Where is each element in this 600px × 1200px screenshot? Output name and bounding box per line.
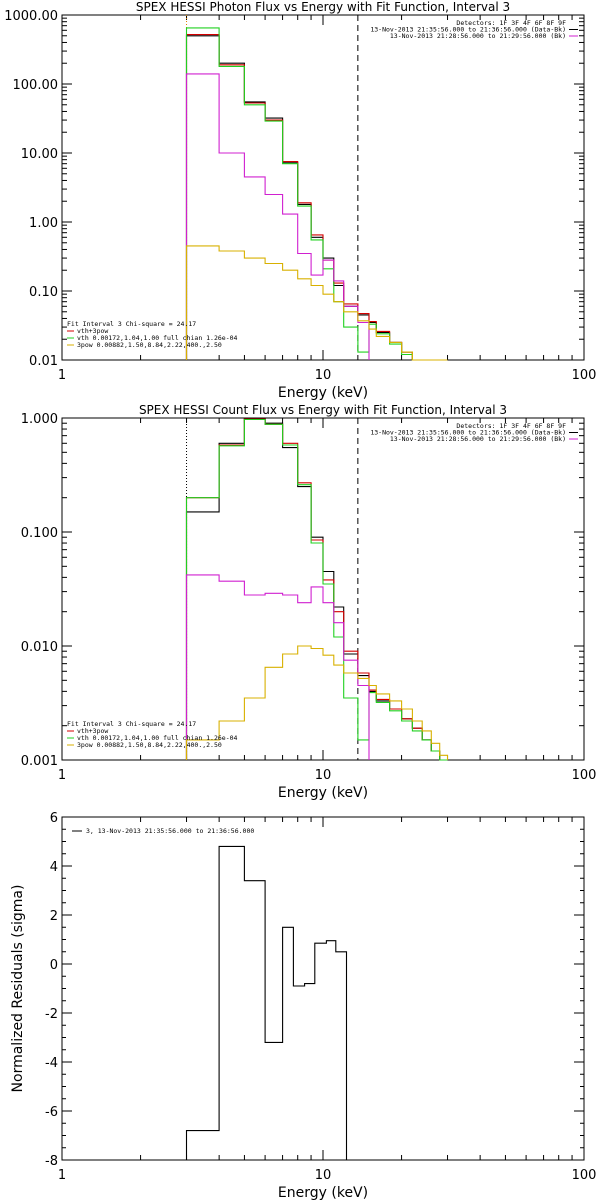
plot2-y-tick-label: 0.010 (21, 640, 58, 655)
plot1-legend-text: vth+3pow (77, 327, 108, 335)
plot2-x-tick-label: 100 (572, 768, 597, 783)
plot1-series-yellow (185, 245, 448, 361)
plot3-x-tick-label: 1 (58, 1168, 66, 1183)
plot3-x-axis-label: Energy (keV) (278, 1185, 368, 1200)
plot1-series-red (185, 34, 448, 361)
plot1-legend-text: Fit Interval 3 Chi-square = 24.17 (67, 320, 196, 328)
plot1-legend-text: vth 0.00172,1.04,1.00 full chian 1.26e-0… (77, 334, 238, 342)
plot1-series-black (185, 35, 448, 361)
plot1-x-tick-label: 10 (315, 368, 332, 383)
plot1-y-tick-label: 1.00 (29, 216, 58, 231)
plot1-frame (61, 14, 585, 361)
plot1-y-tick-label: 10.00 (21, 147, 58, 162)
plot1-series-green (185, 27, 448, 361)
plot3-y-tick-label: -4 (45, 1056, 58, 1071)
plot3-y-tick-label: -6 (45, 1105, 58, 1120)
plot1-legend-text: Detectors: 1F 3F 4F 6F 8F 9F (456, 19, 566, 27)
plot2-legend-text: vth 0.00172,1.04,1.00 full chian 1.26e-0… (77, 734, 238, 742)
plot2-legend-text: 13-Nov-2013 21:35:56.000 to 21:36:56.000… (370, 429, 566, 437)
plot2-legend-text: 13-Nov-2013 21:28:56.000 to 21:29:56.000… (390, 435, 566, 443)
plot1-title: SPEX HESSI Photon Flux vs Energy with Fi… (136, 0, 510, 14)
plot2-series-green (185, 418, 448, 761)
plot2-x-tick-label: 10 (315, 768, 332, 783)
plot2-x-axis-label: Energy (keV) (278, 785, 368, 801)
plot1-y-tick-label: 0.10 (29, 285, 58, 300)
plot3-y-tick-label: 2 (50, 909, 58, 924)
plot2-legend-text: Fit Interval 3 Chi-square = 24.17 (67, 720, 196, 728)
plot1-x-tick-label: 100 (572, 368, 597, 383)
plot1-series-magenta (185, 73, 370, 360)
plot1-legend-text: 13-Nov-2013 21:35:56.000 to 21:36:56.000… (370, 26, 566, 34)
plot2-y-tick-label: 0.100 (21, 526, 58, 541)
plot3-x-tick-label: 10 (315, 1168, 332, 1183)
plot1-y-tick-label: 1000.00 (4, 9, 58, 24)
plot3-y-axis-label: Normalized Residuals (sigma) (10, 885, 26, 1093)
plot3-series-black (185, 845, 358, 1161)
plot1-legend-text: 13-Nov-2013 21:28:56.000 to 21:29:56.000… (390, 32, 566, 40)
plot2-y-tick-label: 0.001 (21, 754, 58, 769)
plot2-legend-text: 3pow 0.00882,1.50,8.84,2.22,400.,2.50 (77, 741, 222, 749)
plot2-title: SPEX HESSI Count Flux vs Energy with Fit… (139, 403, 507, 417)
plot3-x-tick-label: 100 (572, 1168, 597, 1183)
plot3-legend-text: 3, 13-Nov-2013 21:35:56.000 to 21:36:56.… (86, 827, 254, 835)
plot2-x-tick-label: 1 (58, 768, 66, 783)
plot2-series-yellow (185, 645, 449, 760)
plot2-series-magenta (185, 574, 370, 760)
plot2-legend-text: Detectors: 1F 3F 4F 6F 8F 9F (456, 422, 566, 430)
plot3-y-tick-label: 0 (50, 958, 58, 973)
plot1-y-tick-label: 100.00 (13, 78, 59, 93)
plot1-y-tick-label: 0.01 (29, 354, 58, 369)
plot3-y-tick-label: 6 (50, 811, 58, 826)
plot3-y-tick-label: 4 (50, 860, 58, 875)
plot1-legend-text: 3pow 0.00882,1.50,8.84,2.22,400.,2.50 (77, 341, 222, 349)
plot2-legend-text: vth+3pow (77, 727, 108, 735)
plot3-y-tick-label: -2 (45, 1007, 58, 1022)
plot1-x-tick-label: 1 (58, 368, 66, 383)
plot1-x-axis-label: Energy (keV) (278, 385, 368, 401)
plot3-y-tick-label: -8 (45, 1154, 58, 1169)
plot3-frame (61, 816, 585, 1161)
plot2-y-tick-label: 1.000 (21, 412, 58, 427)
